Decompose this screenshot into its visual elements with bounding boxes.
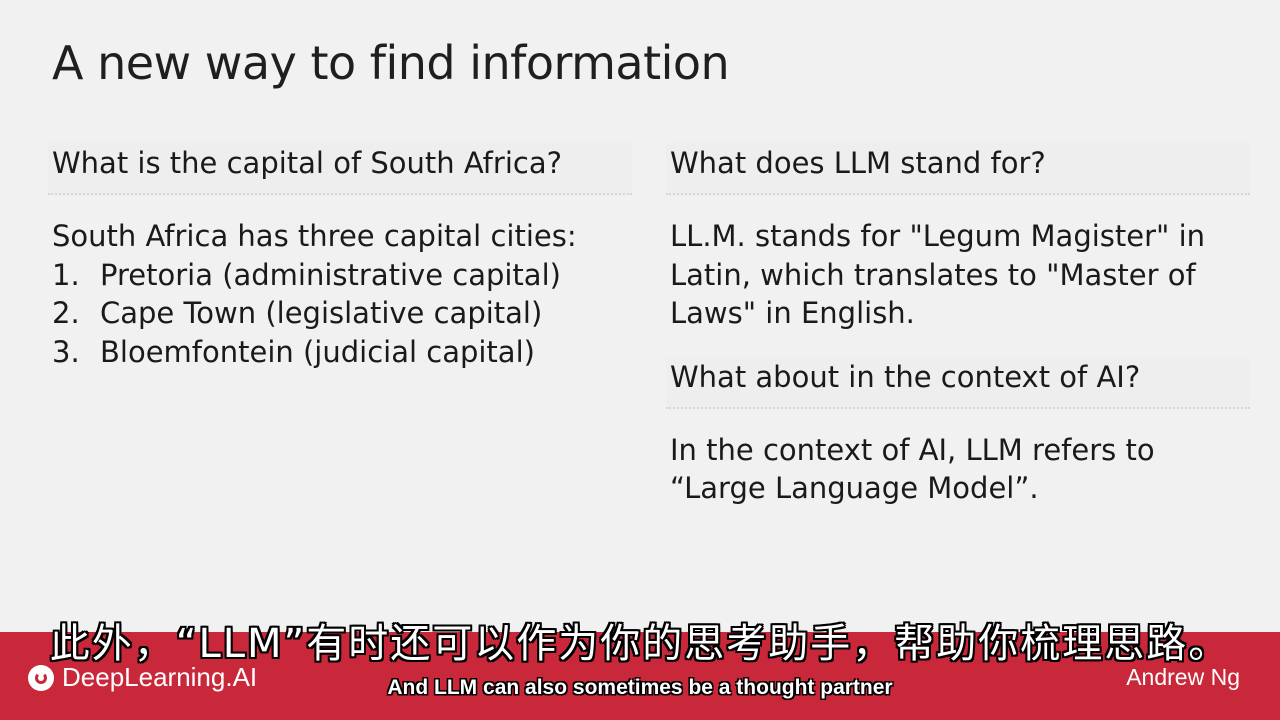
response-llm: LL.M. stands for "Legum Magister" in Lat… — [670, 217, 1250, 333]
list-number: 3. — [52, 334, 80, 369]
logo-text: DeepLearning.AI — [62, 662, 258, 692]
capital-list: 1. Pretoria (administrative capital) 2. … — [52, 256, 632, 372]
subtitle-english: And LLM can also sometimes be a thought … — [387, 676, 893, 699]
prompt-ai-context: What about in the context of AI? — [666, 356, 1250, 409]
list-text: Bloemfontein (judicial capital) — [100, 334, 535, 369]
list-item: 1. Pretoria (administrative capital) — [52, 256, 632, 295]
subtitle-chinese: 此外，“LLM”有时还可以作为你的思考助手，帮助你梳理思路。 — [49, 621, 1231, 667]
response-intro: South Africa has three capital cities: — [52, 219, 577, 253]
list-item: 3. Bloemfontein (judicial capital) — [52, 333, 632, 372]
response-capital: South Africa has three capital cities: 1… — [52, 217, 632, 371]
left-column: What is the capital of South Africa? Sou… — [48, 143, 632, 371]
presenter-name: Andrew Ng — [1126, 664, 1240, 690]
response-line: Laws" in English. — [670, 296, 915, 330]
response-line: “Large Language Model”. — [670, 471, 1039, 505]
response-ai-context: In the context of AI, LLM refers to “Lar… — [670, 431, 1250, 508]
response-line: LL.M. stands for "Legum Magister" in — [670, 219, 1206, 253]
brand-logo: DeepLearning.AI — [28, 662, 257, 693]
list-item: 2. Cape Town (legislative capital) — [52, 294, 632, 333]
list-text: Cape Town (legislative capital) — [100, 296, 543, 330]
deeplearning-logo-icon — [28, 664, 54, 691]
list-text: Pretoria (administrative capital) — [100, 257, 561, 292]
list-number: 2. — [52, 296, 80, 330]
response-line: In the context of AI, LLM refers to — [670, 432, 1155, 467]
prompt-capital: What is the capital of South Africa? — [48, 143, 632, 195]
caption-bar — [0, 632, 1280, 720]
list-number: 1. — [52, 257, 80, 292]
slide-title: A new way to find information — [52, 36, 730, 90]
prompt-llm: What does LLM stand for? — [666, 143, 1250, 195]
response-line: Latin, which translates to "Master of — [670, 257, 1196, 292]
right-column: What does LLM stand for? LL.M. stands fo… — [666, 143, 1250, 508]
